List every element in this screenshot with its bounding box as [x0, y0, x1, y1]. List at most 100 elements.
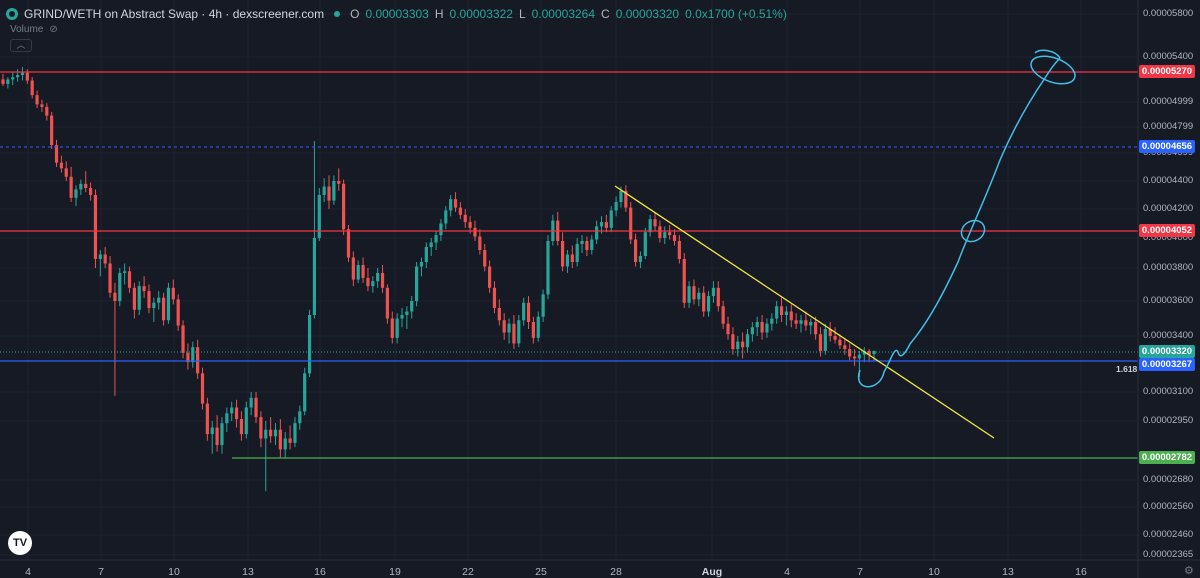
candle — [755, 316, 759, 336]
candle — [171, 279, 175, 305]
freehand-projection — [857, 49, 1076, 388]
candle-body — [278, 429, 282, 450]
candle — [449, 195, 453, 217]
time-tick-label: 7 — [857, 566, 863, 578]
close-value: 0.00003320 — [615, 7, 680, 21]
open-value: 0.00003303 — [365, 7, 429, 21]
candle-body — [108, 263, 112, 293]
candle — [575, 238, 579, 267]
candle-body — [395, 318, 399, 338]
candle — [551, 214, 555, 246]
candle-body — [848, 349, 852, 357]
low-value: 0.00003264 — [531, 7, 596, 21]
candle — [595, 220, 599, 244]
time-tick-label: 7 — [98, 566, 104, 578]
candle-body — [512, 323, 516, 344]
candle — [434, 230, 438, 250]
candle — [463, 209, 467, 228]
candle-body — [225, 413, 229, 424]
candle-body — [507, 323, 511, 333]
candle-body — [429, 242, 433, 247]
candle — [11, 71, 15, 86]
candle-body — [317, 195, 321, 238]
candle — [706, 291, 711, 317]
candle-body — [638, 256, 643, 262]
candle-body — [361, 265, 365, 278]
eye-hidden-icon[interactable]: ⊘ — [49, 24, 58, 35]
price-tick-label: 0.00004799 — [1143, 121, 1194, 132]
candle-body — [15, 74, 20, 78]
candle — [624, 185, 628, 212]
candle — [356, 260, 360, 283]
candle — [127, 266, 132, 293]
candle — [487, 260, 492, 293]
candle-body — [186, 352, 190, 363]
candle-body — [692, 286, 696, 300]
candle — [653, 211, 657, 231]
candle — [794, 313, 798, 329]
candle — [770, 313, 774, 331]
candle-body — [736, 341, 740, 350]
candle — [614, 196, 618, 217]
candle-body — [653, 219, 657, 227]
candle-body — [342, 183, 346, 230]
candle — [672, 229, 677, 246]
candle-body — [677, 241, 681, 259]
candle-body — [487, 266, 492, 288]
collapse-legend-button[interactable]: ︿ — [10, 39, 32, 52]
candles-layer — [1, 67, 876, 492]
close-label: C — [601, 7, 610, 21]
price-tick-label: 0.00002560 — [1143, 501, 1194, 512]
price-tick-label: 0.00004999 — [1143, 96, 1194, 107]
candle-body — [590, 239, 594, 250]
time-tick-label: 4 — [784, 566, 790, 578]
candle-body — [196, 347, 200, 374]
candle-body — [93, 195, 98, 259]
candle — [784, 306, 789, 326]
time-tick-label: 28 — [610, 566, 622, 578]
candle — [444, 206, 448, 230]
candle — [132, 282, 136, 319]
candle — [512, 315, 516, 350]
time-tick-label: 25 — [535, 566, 547, 578]
candle — [161, 292, 166, 326]
price-tag: 0.00004656 — [1139, 140, 1195, 153]
candle — [823, 323, 827, 355]
fib-level-label: 1.618 — [1116, 364, 1138, 374]
candle-body — [385, 287, 390, 319]
candle — [191, 341, 195, 368]
candle-body — [449, 199, 453, 211]
candle-body — [307, 315, 312, 374]
candle-body — [711, 287, 716, 297]
candle — [84, 171, 88, 193]
candle — [307, 309, 312, 378]
high-value: 0.00003322 — [449, 7, 513, 21]
candle-body — [463, 214, 467, 223]
candle — [181, 320, 185, 359]
price-tick-label: 0.00005800 — [1143, 8, 1194, 19]
price-tick-label: 0.00002365 — [1143, 549, 1194, 560]
trendline — [614, 185, 995, 439]
candle-body — [872, 350, 876, 355]
candle-body — [648, 219, 652, 233]
candle — [702, 286, 706, 317]
candle-body — [468, 222, 472, 228]
price-tag: 0.00003320 — [1139, 345, 1195, 358]
candle — [429, 238, 433, 256]
time-tick-label: 16 — [1075, 566, 1087, 578]
candle-body — [166, 287, 171, 321]
tradingview-logo-icon[interactable]: TV — [8, 531, 32, 555]
settings-gear-icon[interactable]: ⚙ — [1184, 565, 1194, 577]
candle-body — [789, 311, 793, 321]
candle-body — [580, 241, 584, 244]
candle — [157, 291, 161, 310]
candle — [779, 297, 784, 322]
candle — [142, 276, 146, 298]
volume-legend[interactable]: Volume ⊘ — [10, 24, 58, 35]
candle-body — [517, 320, 521, 344]
candle-body — [716, 287, 720, 307]
candle-body — [434, 235, 438, 243]
candle — [638, 251, 643, 268]
candle-body — [249, 397, 253, 408]
